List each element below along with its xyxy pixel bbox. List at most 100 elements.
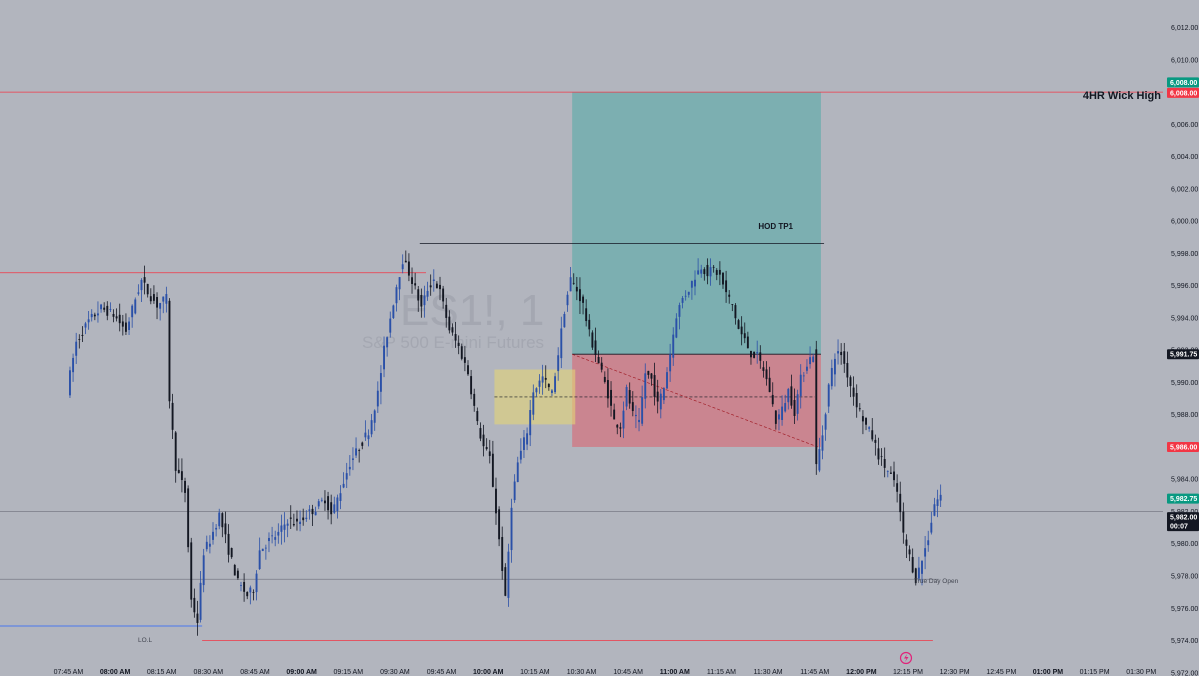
current-price-badge — [1167, 512, 1199, 532]
candle-body — [743, 333, 746, 339]
stop-price-badge-text: 5,986.00 — [1170, 444, 1197, 451]
candle-body — [855, 393, 858, 408]
candle-body — [491, 453, 494, 487]
y-tick-label: 6,012.00 — [1171, 25, 1198, 32]
candle-body — [516, 462, 519, 482]
candle-body — [582, 296, 585, 303]
candle-body — [118, 314, 121, 324]
candle-body — [264, 547, 267, 549]
x-tick-label: 01:30 PM — [1126, 669, 1156, 676]
candle-body — [249, 587, 252, 593]
candle-body — [513, 481, 516, 501]
candle-body — [467, 365, 469, 375]
profit-zone — [572, 92, 821, 355]
candle-body — [224, 523, 227, 535]
candle-body — [376, 390, 379, 407]
candle-body — [299, 521, 302, 525]
target-price-badge — [1167, 77, 1199, 88]
candle-body — [407, 261, 410, 276]
candle-body — [933, 504, 936, 516]
candle-body — [174, 432, 177, 471]
candle-body — [634, 414, 637, 417]
price-axis[interactable]: 6,012.00 6,010.00 6,008.00 6,006.00 6,004.00… — [1167, 25, 1199, 676]
candle-body — [445, 304, 448, 318]
candle-body — [818, 449, 821, 471]
candle-body — [899, 493, 902, 513]
candle-body — [442, 288, 445, 302]
candle-body — [277, 531, 280, 536]
x-tick-label: 10:45 AM — [613, 669, 643, 676]
candle-body — [625, 386, 628, 407]
candle-body — [843, 351, 846, 364]
candle-body — [417, 289, 420, 301]
x-tick-label: 09:15 AM — [333, 669, 363, 676]
candle-body — [753, 351, 756, 358]
candle-body — [261, 548, 264, 552]
y-tick-label: 5,984.00 — [1171, 477, 1198, 484]
candle-body — [547, 383, 550, 388]
candle-body — [703, 269, 706, 275]
x-tick-label: 01:00 PM — [1033, 669, 1064, 676]
candle-body — [243, 581, 246, 592]
entry-price-badge — [1167, 349, 1199, 360]
candle-body — [824, 414, 827, 430]
x-tick-label: 11:45 AM — [800, 669, 829, 676]
candle-body — [560, 328, 563, 359]
y-tick-label: 5,972.00 — [1171, 670, 1198, 676]
candle-body — [750, 350, 752, 358]
candle-body — [917, 567, 920, 579]
candle-body — [159, 302, 162, 309]
candle-body — [171, 402, 174, 430]
candle-body — [796, 394, 799, 414]
candle-body — [131, 305, 134, 318]
candle-body — [914, 568, 917, 584]
candle-body — [429, 285, 432, 288]
candle-body — [600, 362, 603, 370]
x-tick-label: 07:45 AM — [54, 669, 84, 676]
y-tick-label: 5,994.00 — [1171, 315, 1198, 322]
candle-body — [112, 313, 115, 317]
candle-body — [765, 369, 768, 380]
long-position-tool[interactable] — [572, 92, 821, 447]
lol-label: LO.L — [138, 637, 152, 644]
candle-body — [672, 334, 675, 358]
candle-body — [647, 370, 650, 375]
candle-body — [152, 294, 155, 301]
candle-body — [936, 499, 939, 507]
candle-body — [333, 504, 336, 513]
candle-body — [812, 356, 815, 362]
candle-body — [78, 339, 81, 340]
candle-body — [255, 573, 258, 593]
lightning-icon[interactable] — [899, 651, 913, 665]
candle-body — [137, 292, 140, 294]
candle-body — [498, 509, 501, 540]
candle-body — [351, 458, 354, 460]
candle-body — [339, 493, 342, 501]
candle-body — [268, 537, 270, 542]
time-axis[interactable]: 07:45 AM 08:00 AM 08:15 AM 08:30 AM 08:45 AM… — [54, 669, 1157, 676]
candle-body — [389, 318, 392, 333]
candle-body — [202, 555, 205, 586]
x-tick-label: 08:00 AM — [100, 669, 131, 676]
candle-body — [641, 397, 644, 424]
x-tick-label: 08:45 AM — [240, 669, 270, 676]
symbol-subtitle-watermark: S&P 500 E-mini Futures — [362, 333, 544, 352]
candle-body — [401, 264, 404, 270]
candle-body — [731, 304, 734, 305]
x-tick-label: 09:00 AM — [286, 669, 317, 676]
candle-body — [802, 375, 805, 377]
candle-body — [756, 352, 759, 354]
y-tick-label: 6,004.00 — [1171, 154, 1198, 161]
candle-body — [877, 448, 880, 460]
candle-body — [746, 336, 749, 349]
candle-body — [896, 483, 899, 492]
candle-body — [233, 565, 236, 576]
candle-body — [296, 518, 298, 522]
candle-body — [227, 533, 230, 555]
candle-body — [348, 466, 351, 470]
y-tick-label: 5,990.00 — [1171, 380, 1198, 387]
candle-body — [373, 410, 376, 423]
candle-body — [846, 363, 849, 378]
candle-body — [694, 279, 696, 287]
